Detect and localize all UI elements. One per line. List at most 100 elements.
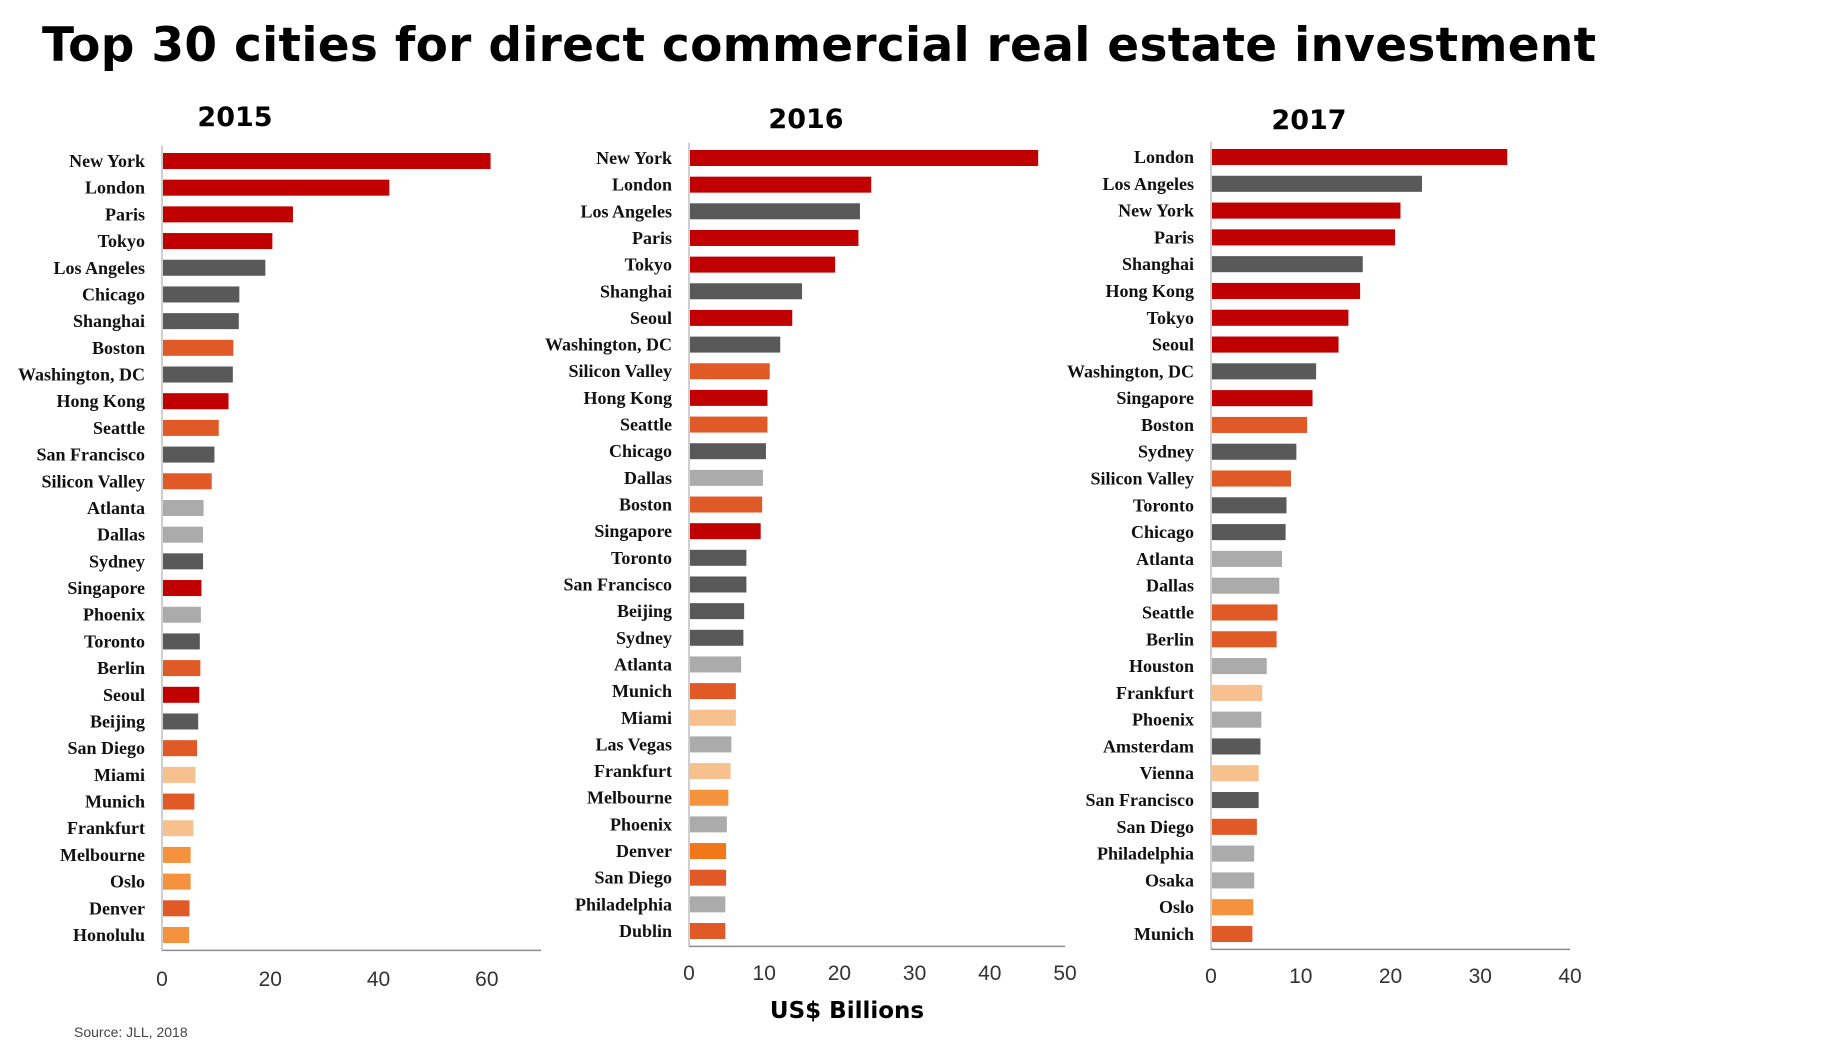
bar: [1212, 711, 1262, 728]
category-label: Dallas: [1146, 576, 1194, 596]
category-label: Seoul: [630, 308, 672, 328]
bar: [690, 523, 761, 540]
category-label: San Diego: [1116, 817, 1194, 837]
category-label: Chicago: [1131, 522, 1194, 542]
category-label: Dallas: [624, 468, 672, 488]
bar: [1212, 684, 1263, 701]
bar: [690, 256, 836, 273]
category-label: Oslo: [1159, 897, 1194, 917]
category-label: Paris: [105, 204, 145, 224]
tick-label: 0: [156, 968, 168, 991]
chart-title: Top 30 cities for direct commercial real…: [42, 18, 1597, 73]
tick-label: 10: [753, 962, 776, 985]
bar: [163, 606, 201, 623]
category-label: New York: [596, 148, 672, 168]
panel-title: 2017: [1271, 105, 1346, 136]
tick-label: 20: [259, 968, 282, 991]
bar: [690, 763, 731, 780]
category-label: Sydney: [1138, 442, 1194, 462]
bar: [690, 656, 742, 673]
bar: [690, 789, 729, 806]
bar: [1212, 872, 1255, 889]
category-label: Shanghai: [73, 311, 145, 331]
bar: [690, 469, 763, 486]
category-label: New York: [69, 151, 145, 171]
bar: [163, 793, 195, 810]
category-label: Frankfurt: [1116, 683, 1194, 703]
category-label: San Diego: [67, 738, 145, 758]
bar: [1212, 845, 1255, 862]
category-label: Shanghai: [600, 281, 672, 301]
category-label: Boston: [619, 495, 672, 515]
category-label: Washington, DC: [18, 365, 145, 385]
category-label: London: [85, 178, 145, 198]
bar: [690, 443, 766, 460]
bar: [690, 229, 859, 246]
category-label: Berlin: [1146, 629, 1194, 649]
bar: [1212, 282, 1361, 300]
category-label: Chicago: [82, 284, 145, 304]
bar: [163, 313, 239, 330]
category-label: San Diego: [594, 868, 672, 888]
category-label: Hong Kong: [56, 391, 145, 411]
category-label: Sydney: [616, 628, 672, 648]
bar: [690, 283, 803, 300]
bar: [163, 339, 234, 356]
category-label: Beijing: [90, 711, 145, 731]
category-label: Tokyo: [98, 231, 145, 251]
bar: [163, 820, 194, 837]
bar: [690, 389, 768, 406]
bar: [163, 553, 204, 570]
bar: [163, 419, 219, 436]
category-label: Atlanta: [87, 498, 145, 518]
category-label: Philadelphia: [575, 894, 672, 914]
category-label: San Francisco: [36, 445, 145, 465]
bar: [1212, 309, 1349, 326]
bar: [1212, 416, 1308, 433]
category-label: Hong Kong: [583, 388, 672, 408]
bar: [1212, 443, 1297, 460]
bar: [690, 176, 872, 193]
bar: [1212, 470, 1291, 487]
category-label: Oslo: [110, 872, 145, 892]
tick-label: 40: [367, 968, 390, 991]
category-label: Seoul: [1152, 335, 1194, 355]
category-label: Melbourne: [60, 845, 145, 865]
bar: [690, 203, 860, 220]
bar: [163, 286, 240, 303]
category-label: Washington, DC: [1067, 361, 1194, 381]
panel-2015: 2015 New York London Paris Tokyo Los Angeles C…: [18, 102, 541, 991]
category-label: Munich: [85, 792, 145, 812]
source-note: Source: JLL, 2018: [74, 1024, 188, 1040]
bar: [690, 576, 747, 593]
tick-label: 30: [903, 962, 926, 985]
bar: [690, 709, 736, 726]
category-label: Singapore: [594, 521, 672, 541]
category-label: Sydney: [89, 551, 145, 571]
panel-2016: 2016 New York London Los Angeles Paris Tokyo S…: [545, 104, 1077, 1024]
bar: [690, 816, 727, 833]
category-label: Melbourne: [587, 788, 672, 808]
category-label: Seoul: [103, 685, 145, 705]
category-label: Berlin: [97, 658, 145, 678]
bar: [163, 206, 293, 223]
bar: [1212, 818, 1257, 835]
category-label: Toronto: [611, 548, 672, 568]
bar: [1212, 577, 1280, 594]
bar: [163, 179, 390, 196]
bar: [163, 152, 491, 169]
category-label: Munich: [1134, 924, 1194, 944]
bar: [163, 366, 233, 383]
tick-label: 10: [1289, 965, 1312, 988]
bar: [1212, 925, 1253, 943]
bar: [690, 923, 726, 939]
bar: [163, 633, 200, 650]
bar: [690, 336, 781, 353]
category-label: London: [612, 175, 672, 195]
bar: [690, 896, 726, 913]
category-label: Vienna: [1140, 763, 1194, 783]
bar: [1212, 899, 1254, 916]
bar: [690, 496, 763, 513]
bar: [1212, 604, 1278, 621]
category-label: Frankfurt: [67, 818, 145, 838]
